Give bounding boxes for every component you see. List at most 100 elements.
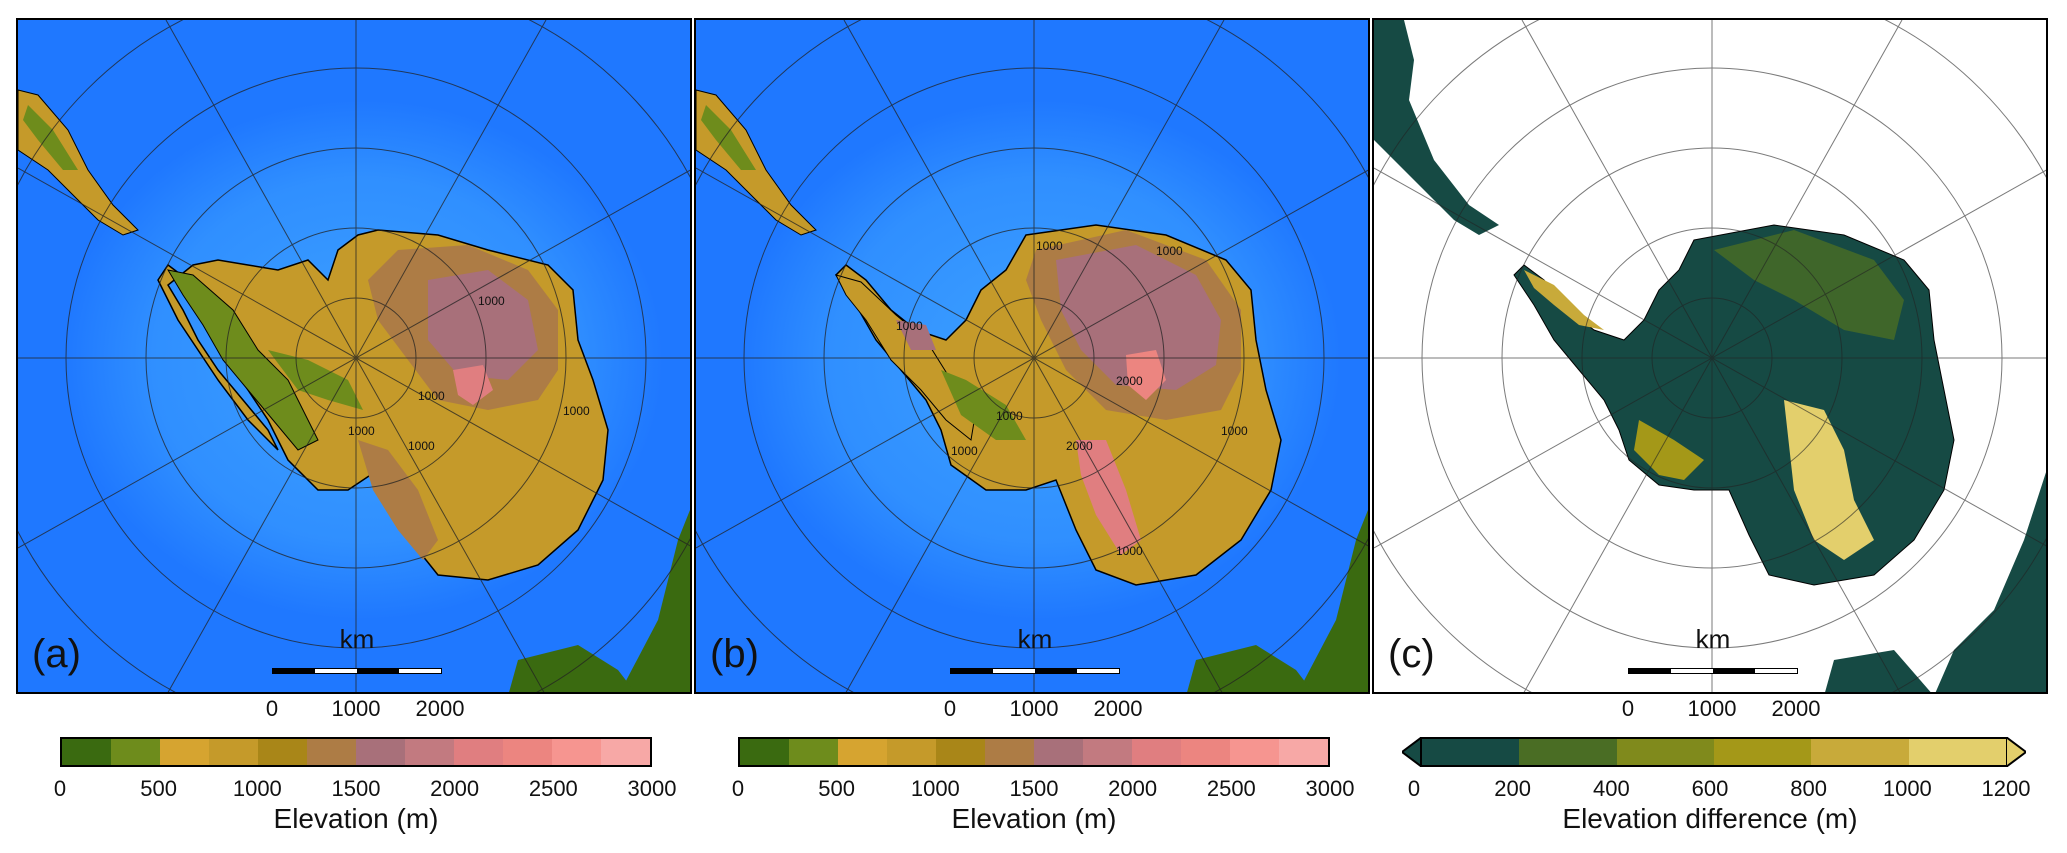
colorbar-swatch: [356, 739, 405, 765]
colorbar-ticks-c: 0 200 400 600 800 1000 1200: [1408, 776, 2031, 804]
lowland: [941, 370, 1026, 440]
colorbar-tick-label: 1500: [331, 776, 381, 801]
colorbar-swatch: [405, 739, 454, 765]
colorbar-swatch: [838, 739, 887, 765]
colorbar-tick-label: 0: [53, 776, 67, 801]
panel-letter: (c): [1388, 632, 1435, 676]
contour-label: 1000: [1221, 424, 1248, 438]
graticule: [18, 20, 690, 692]
scale-bar-stripes: [950, 668, 1120, 674]
colorbar-tick-label: 0: [1407, 776, 1421, 801]
colorbar-tick-label: 3000: [1305, 776, 1355, 801]
colorbar-swatch: [552, 739, 601, 765]
peninsula-diff: [1524, 270, 1604, 330]
map-panel-a: 1000 1000 1000 1000 1000 (a): [16, 18, 692, 694]
colorbar-swatch: [62, 739, 111, 765]
colorbar-tick-label: 1200: [1981, 776, 2031, 801]
south-america: [1374, 20, 1499, 235]
peninsula-high: [896, 320, 936, 350]
difference-high: [1784, 400, 1874, 560]
map-c: [1374, 20, 2046, 692]
contour-label: 1000: [408, 439, 435, 453]
colorbar-arrow-left: [1402, 737, 1422, 767]
contour-label: 1000: [478, 294, 505, 308]
scale-title: km: [339, 624, 375, 654]
scale-ticks-a: 0 1000 2000: [266, 696, 532, 726]
scale-title: km: [1017, 624, 1053, 654]
transantarctic-range: [1076, 440, 1141, 555]
panel-letter: (b): [710, 632, 759, 676]
contour-label: 1000: [348, 424, 375, 438]
contour-label: 1000: [418, 389, 445, 403]
graticule: [1374, 20, 2046, 692]
map-panel-b: 1000 1000 1000 2000 2000 1000 1000 1000 …: [694, 18, 1370, 694]
colorbar-tick-label: 500: [140, 776, 178, 801]
colorbar-tick-label: 1500: [1009, 776, 1059, 801]
contour-label: 1000: [896, 319, 923, 333]
colorbar-swatch: [1279, 739, 1328, 765]
colorbar-tick-label: 1000: [1882, 776, 1932, 801]
scale-bar-stripes: [1628, 668, 1798, 674]
contour-labels: 1000 1000 1000 2000 2000 1000 1000 1000 …: [896, 239, 1248, 558]
colorbar-ticks-a: 0 500 1000 1500 2000 2500 3000: [54, 776, 677, 804]
lowland: [268, 350, 363, 410]
contour-label: 1000: [951, 444, 978, 458]
transantarctic-range: [358, 440, 438, 560]
colorbar-tick-label: 2000: [430, 776, 480, 801]
map-b: 1000 1000 1000 2000 2000 1000 1000 1000 …: [696, 20, 1368, 692]
dome: [453, 365, 493, 405]
contour-label: 2000: [1116, 374, 1143, 388]
contour-label: 1000: [996, 409, 1023, 423]
land-south: [509, 645, 635, 692]
colorbar-swatch: [1132, 739, 1181, 765]
colorbar-label-c: Elevation difference (m): [1562, 803, 1858, 834]
map-a: 1000 1000 1000 1000 1000: [18, 20, 690, 692]
colorbar-swatch: [936, 739, 985, 765]
graticule: [696, 20, 1368, 692]
panel-letter: (a): [32, 632, 81, 676]
scale-tick: 0: [943, 696, 957, 721]
colorbar-tick-label: 500: [818, 776, 856, 801]
colorbar-difference: [1420, 737, 2008, 767]
dome: [1126, 350, 1166, 400]
colorbar-swatch: [887, 739, 936, 765]
land-south: [1187, 645, 1313, 692]
land-southeast: [620, 510, 690, 692]
scale-ticks-c: 0 1000 2000: [1622, 696, 1888, 726]
scale-bar-c: km: [1628, 624, 1798, 674]
difference-moderate: [1714, 230, 1904, 340]
contour-label: 1000: [1116, 544, 1143, 558]
colorbar-tick-label: 0: [731, 776, 745, 801]
scale-tick: 2000: [1771, 696, 1821, 721]
colorbar-swatch: [1713, 739, 1812, 765]
high-plateau: [428, 270, 538, 380]
colorbar-label-b: Elevation (m): [951, 803, 1117, 834]
colorbar-tick-label: 600: [1691, 776, 1729, 801]
colorbar-swatch: [1519, 739, 1617, 765]
scale-tick: 1000: [1009, 696, 1059, 721]
colorbar-swatch: [1908, 739, 2006, 765]
land-southeast: [1935, 472, 2046, 692]
scale-tick: 2000: [1093, 696, 1143, 721]
scale-bar-stripes: [272, 668, 442, 674]
scale-tick: 1000: [1687, 696, 1737, 721]
colorbar-tick-label: 2500: [1206, 776, 1256, 801]
land-southeast: [1298, 510, 1368, 692]
scale-tick: 2000: [415, 696, 465, 721]
contour-label: 1000: [1156, 244, 1183, 258]
colorbar-swatch: [740, 739, 789, 765]
scale-tick: 0: [265, 696, 279, 721]
colorbar-arrow-right: [2006, 737, 2026, 767]
colorbar-swatch: [160, 739, 209, 765]
colorbar-elevation-a: [60, 737, 652, 767]
colorbar-swatch: [503, 739, 552, 765]
colorbar-tick-label: 1000: [910, 776, 960, 801]
colorbar-swatch: [1616, 739, 1714, 765]
colorbar-tick-label: 2000: [1108, 776, 1158, 801]
colorbar-tick-label: 2500: [528, 776, 578, 801]
scale-tick: 0: [1621, 696, 1635, 721]
high-plateau: [1056, 245, 1221, 390]
south-america-highland: [701, 105, 756, 170]
map-panel-c: (c): [1372, 18, 2048, 694]
colorbar-swatch: [454, 739, 503, 765]
